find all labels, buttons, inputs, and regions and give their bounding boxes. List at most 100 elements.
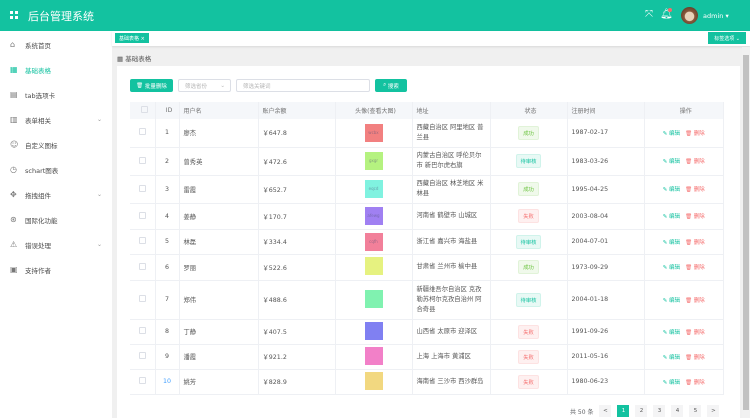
page-button[interactable]: 5 (689, 405, 702, 417)
avatar-thumbnail[interactable]: wcbx (364, 123, 383, 142)
row-select (130, 203, 156, 230)
edit-button[interactable]: ✎ 编辑 (663, 214, 680, 220)
row-checkbox[interactable] (138, 128, 146, 136)
delete-button[interactable]: 🗑︎ 删除 (685, 380, 705, 386)
sidebar-item-3[interactable]: ▥ 表单相关 ⌄ (0, 107, 112, 132)
avatar[interactable] (681, 7, 698, 24)
delete-button[interactable]: 🗑︎ 删除 (685, 330, 705, 336)
close-icon[interactable]: × (140, 36, 145, 42)
sidebar-item-9[interactable]: ▣ 支持作者 (0, 257, 112, 282)
col-id: ID (155, 102, 180, 119)
cell-status: 失败 (490, 369, 568, 395)
province-select[interactable]: 筛选省份 ⌄ (178, 79, 231, 92)
sidebar-item-2[interactable]: ▤ tab选项卡 (0, 82, 112, 107)
cell-actions: ✎ 编辑 🗑︎ 删除 (644, 319, 724, 345)
select-all-checkbox[interactable] (140, 106, 148, 113)
row-checkbox[interactable] (138, 327, 146, 334)
avatar-thumbnail[interactable] (364, 289, 383, 308)
edit-button[interactable]: ✎ 编辑 (663, 159, 680, 165)
row-select (130, 344, 156, 370)
row-checkbox[interactable] (138, 352, 146, 359)
delete-button[interactable]: 🗑︎ 删除 (685, 159, 705, 165)
sidebar-item-0[interactable]: ⌂ 系统首页 (0, 32, 112, 57)
edit-button[interactable]: ✎ 编辑 (663, 355, 680, 361)
cell-id: 8 (155, 319, 180, 345)
table-row: 4 姜静 ￥170.7 afewg 河南省 鹤壁市 山城区 失败 2003-08… (130, 203, 724, 230)
page-button[interactable]: 4 (671, 405, 684, 417)
edit-icon: ✎ (662, 159, 668, 165)
search-button[interactable]: ⌕ 搜索 (375, 79, 407, 92)
avatar-thumbnail[interactable]: eqcd (364, 180, 383, 198)
delete-button[interactable]: 🗑︎ 删除 (685, 187, 705, 193)
cell-id: 4 (155, 203, 180, 230)
avatar-thumbnail[interactable] (364, 346, 383, 365)
avatar-thumbnail[interactable]: gxgr (364, 152, 383, 170)
sidebar-item-8[interactable]: ⚠ 错误处理 ⌄ (0, 232, 112, 257)
trash-icon: 🗑︎ (685, 329, 693, 336)
delete-button[interactable]: 🗑︎ 删除 (685, 298, 705, 304)
next-page-button[interactable]: > (707, 405, 720, 417)
delete-button[interactable]: 🗑︎ 删除 (685, 355, 705, 361)
sidebar-item-1[interactable]: ▦ 基础表格 (0, 57, 112, 82)
row-checkbox[interactable] (138, 377, 146, 384)
avatar-thumbnail[interactable]: afewg (364, 207, 383, 225)
sidebar-item-5[interactable]: ◷ schart图表 (0, 157, 112, 182)
sidebar-item-label: 拖拽组件 (25, 191, 51, 200)
page-button[interactable]: 1 (617, 405, 630, 417)
edit-button[interactable]: ✎ 编辑 (663, 265, 680, 271)
cell-avatar: afewg (335, 203, 413, 230)
scrollbar-thumb[interactable] (743, 55, 749, 410)
row-checkbox[interactable] (138, 211, 146, 219)
edit-button[interactable]: ✎ 编辑 (663, 240, 680, 246)
cell-balance: ￥472.6 (258, 147, 336, 176)
edit-button[interactable]: ✎ 编辑 (663, 330, 680, 336)
delete-label: 删除 (693, 159, 705, 165)
user-menu[interactable]: admin ▾ (703, 12, 729, 20)
row-checkbox[interactable] (138, 262, 146, 270)
prev-page-button[interactable]: < (599, 405, 612, 417)
avatar-thumbnail[interactable] (364, 371, 383, 390)
edit-button[interactable]: ✎ 编辑 (663, 187, 680, 193)
edit-button[interactable]: ✎ 编辑 (663, 131, 680, 137)
edit-button[interactable]: ✎ 编辑 (663, 380, 680, 386)
avatar-thumbnail[interactable]: cqfh (364, 232, 383, 251)
sidebar-item-6[interactable]: ✥ 拖拽组件 ⌄ (0, 182, 112, 207)
breadcrumb-label: 基础表格 (125, 55, 152, 63)
row-checkbox[interactable] (138, 295, 146, 302)
edit-button[interactable]: ✎ 编辑 (663, 298, 680, 304)
delete-button[interactable]: 🗑︎ 删除 (685, 265, 705, 271)
tag-basic-table[interactable]: 基础表格 × (115, 33, 149, 43)
batch-delete-button[interactable]: 🗑︎ 批量删除 (130, 79, 173, 92)
cell-date: 2011-05-16 (567, 344, 645, 370)
edit-label: 编辑 (669, 159, 681, 165)
scrollbar[interactable] (742, 47, 750, 418)
cell-actions: ✎ 编辑 🗑︎ 删除 (644, 175, 724, 204)
batch-delete-label: 批量删除 (144, 83, 167, 90)
row-checkbox[interactable] (138, 156, 146, 164)
edit-label: 编辑 (669, 265, 681, 271)
edit-icon: ✎ (662, 130, 668, 137)
sidebar-item-4[interactable]: ☺ 自定义图标 (0, 132, 112, 157)
cell-actions: ✎ 编辑 🗑︎ 删除 (644, 369, 724, 395)
grid-icon[interactable] (10, 11, 18, 19)
status-badge: 失败 (518, 209, 539, 223)
sidebar-item-7[interactable]: ⊛ 国际化功能 (0, 207, 112, 232)
row-checkbox[interactable] (138, 184, 146, 192)
cell-date: 1995-04-25 (567, 175, 645, 204)
delete-button[interactable]: 🗑︎ 删除 (685, 214, 705, 220)
delete-button[interactable]: 🗑︎ 删除 (685, 240, 705, 246)
row-checkbox[interactable] (138, 237, 146, 244)
tag-options-button[interactable]: 标签选项 ⌄ (708, 32, 746, 44)
bell-icon[interactable]: 🔔︎ (660, 9, 673, 20)
delete-button[interactable]: 🗑︎ 删除 (685, 131, 705, 137)
page-button[interactable]: 3 (653, 405, 666, 417)
page-button[interactable]: 2 (635, 405, 648, 417)
cell-actions: ✎ 编辑 🗑︎ 删除 (644, 147, 724, 176)
avatar-thumbnail[interactable] (364, 321, 383, 340)
avatar-thumbnail[interactable] (364, 257, 383, 275)
total-count: 共 50 条 (570, 408, 594, 416)
app-title: 后台管理系统 (28, 10, 94, 23)
edit-label: 编辑 (669, 329, 681, 336)
fullscreen-icon[interactable]: ⤧ (645, 9, 653, 20)
keyword-input[interactable]: 筛选关键词 (236, 79, 370, 92)
